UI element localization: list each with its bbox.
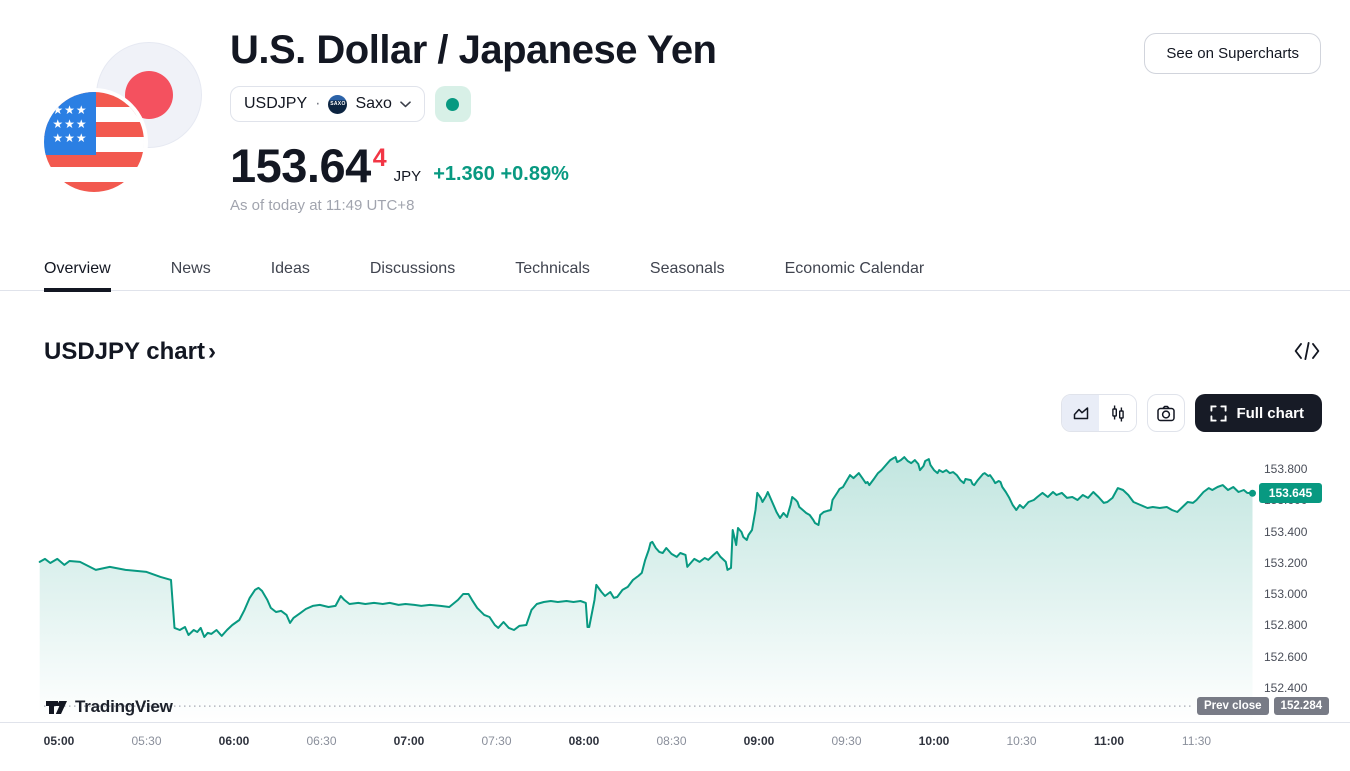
time-axis-label: 08:30 <box>656 734 687 748</box>
us-flag-stars-row: ★★★ <box>52 130 88 145</box>
chevron-right-icon: › <box>207 338 216 365</box>
price-axis-label: 152.400 <box>1264 681 1308 695</box>
time-axis-label: 06:00 <box>218 734 250 748</box>
chart-type-switcher <box>1061 394 1138 432</box>
tab-economic-calendar[interactable]: Economic Calendar <box>784 260 925 277</box>
area-chart-type-button[interactable] <box>1062 395 1100 431</box>
time-axis-label: 05:30 <box>131 734 162 748</box>
time-axis-label: 11:00 <box>1093 734 1125 748</box>
saxo-logo-icon: SAXO <box>328 94 348 114</box>
tab-technicals[interactable]: Technicals <box>515 260 590 277</box>
snapshot-button[interactable] <box>1147 394 1186 432</box>
tab-seasonals[interactable]: Seasonals <box>649 260 725 277</box>
camera-icon <box>1157 405 1176 421</box>
chart-area-fill <box>39 457 1253 722</box>
separator-dot: · <box>315 95 321 112</box>
price-block: 153.64 4 JPY +1.360 +0.89% <box>230 142 569 190</box>
time-axis-label: 10:30 <box>1006 734 1037 748</box>
price-axis-label: 152.800 <box>1264 618 1308 633</box>
market-status-indicator <box>434 86 471 122</box>
price-change: +1.360 +0.89% <box>433 163 569 185</box>
tradingview-logo-text: TradingView <box>75 697 173 716</box>
time-axis-label: 06:30 <box>306 734 337 748</box>
price-currency: JPY <box>393 168 422 185</box>
see-on-supercharts-button[interactable]: See on Supercharts <box>1144 33 1321 74</box>
prev-close-label: Prev close <box>1197 697 1269 716</box>
time-axis-label: 07:00 <box>393 734 425 748</box>
last-price-fraction: 4 <box>372 144 387 172</box>
time-axis-label: 09:30 <box>831 734 862 748</box>
time-axis-label: 05:00 <box>43 734 75 748</box>
chevron-down-icon <box>400 100 411 107</box>
area-chart-icon <box>1073 407 1089 420</box>
full-chart-button[interactable]: Full chart <box>1195 394 1322 432</box>
time-axis-border <box>0 722 1350 723</box>
candles-chart-type-button[interactable] <box>1099 395 1137 431</box>
symbol-ticker: USDJPY <box>244 95 308 112</box>
symbol-logo: ★★★ ★★★ ★★★ <box>44 40 206 200</box>
tab-overview[interactable]: Overview <box>44 250 111 292</box>
chart-toolbar: Full chart <box>1061 394 1322 432</box>
prev-close-row: Prev close 152.284 <box>1197 697 1330 716</box>
time-axis-label: 09:00 <box>743 734 775 748</box>
tradingview-attribution[interactable]: TradingView <box>44 697 173 717</box>
price-axis-label: 153.200 <box>1264 555 1308 570</box>
candlestick-icon <box>1112 405 1124 421</box>
tab-bar: Overview News Ideas Discussions Technicals Se… <box>0 250 1350 292</box>
time-axis-label: 08:00 <box>568 734 600 748</box>
market-open-dot-icon <box>446 97 460 111</box>
time-axis-label: 07:30 <box>481 734 512 748</box>
page-title: U.S. Dollar / Japanese Yen <box>230 28 717 72</box>
fullscreen-icon <box>1210 404 1228 422</box>
code-icon <box>1294 341 1320 361</box>
price-axis-label: 152.600 <box>1264 649 1308 664</box>
prev-close-value: 152.284 <box>1273 697 1330 716</box>
us-flag-stars-row: ★★★ <box>52 116 88 131</box>
price-axis-label: 153.800 <box>1264 462 1308 476</box>
embed-code-button[interactable] <box>1294 341 1320 363</box>
symbol-row: USDJPY · SAXO Saxo <box>230 86 471 122</box>
last-point-dot <box>1249 489 1256 497</box>
us-flag-canton: ★★★ ★★★ ★★★ <box>44 92 96 155</box>
current-price-label: 153.645 <box>1259 483 1322 504</box>
chart-line <box>38 456 1254 638</box>
tab-news[interactable]: News <box>170 260 211 277</box>
price-axis-label: 153.000 <box>1264 587 1308 602</box>
last-price: 153.64 <box>230 139 371 192</box>
us-flag-stars-row: ★★★ <box>52 102 88 117</box>
tab-discussions[interactable]: Discussions <box>369 260 456 277</box>
chart-section-heading[interactable]: USDJPY chart › <box>44 338 216 365</box>
time-axis-label: 11:30 <box>1181 734 1212 748</box>
time-axis-label: 10:00 <box>918 734 950 748</box>
price-axis-label: 153.400 <box>1264 524 1308 539</box>
us-flag-icon: ★★★ ★★★ ★★★ <box>44 92 144 192</box>
tradingview-logo-icon <box>46 701 67 714</box>
exchange-name: Saxo <box>355 95 392 112</box>
as-of-timestamp: As of today at 11:49 UTC+8 <box>230 197 415 214</box>
symbol-switcher-button[interactable]: USDJPY · SAXO Saxo <box>230 86 425 122</box>
tab-ideas[interactable]: Ideas <box>270 260 310 277</box>
